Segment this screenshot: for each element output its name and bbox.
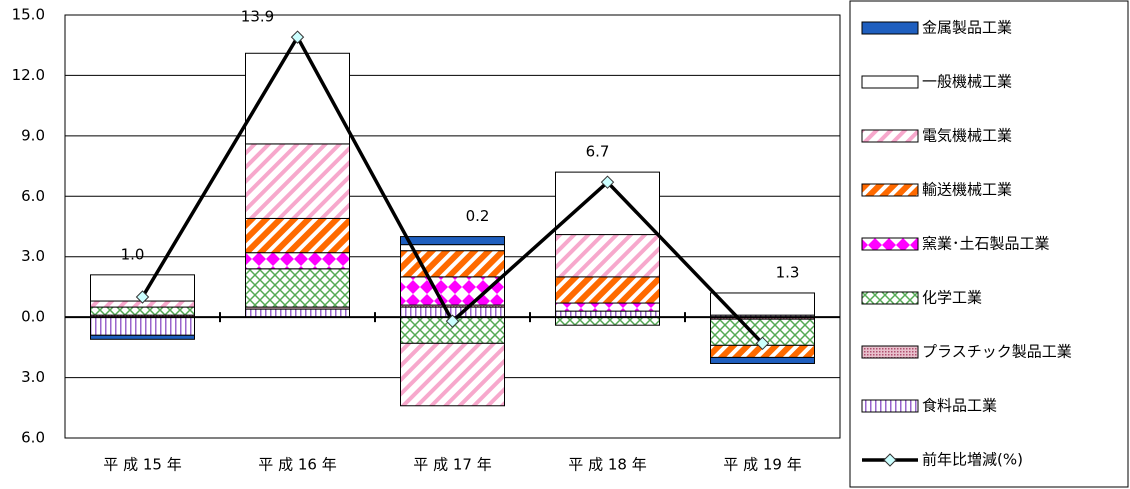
bar-segment bbox=[555, 276, 660, 304]
line-marker bbox=[290, 30, 305, 44]
y-tick-label: 0.0 bbox=[21, 308, 45, 326]
legend-swatch bbox=[861, 21, 919, 35]
bar-segment bbox=[555, 316, 660, 326]
line-marker bbox=[600, 175, 615, 189]
legend-swatch bbox=[861, 75, 919, 89]
y-tick-label: 9.0 bbox=[21, 126, 45, 144]
line-marker bbox=[135, 290, 150, 304]
bar-segment bbox=[400, 342, 505, 407]
data-label: 6.7 bbox=[586, 143, 610, 161]
x-tick-label: 平 成 15 年 bbox=[103, 456, 181, 474]
bar-segment bbox=[245, 217, 350, 254]
x-tick-label: 平 成 18 年 bbox=[568, 456, 646, 474]
y-tick-label: 6.0 bbox=[21, 187, 45, 205]
bar-segment bbox=[245, 252, 350, 270]
x-tick-label: 平 成 17 年 bbox=[413, 456, 491, 474]
legend-swatch bbox=[861, 129, 919, 143]
y-tick-label: 12.0 bbox=[12, 66, 45, 84]
bar-segment bbox=[555, 234, 660, 278]
bar-segment bbox=[90, 306, 195, 316]
bar-segment bbox=[245, 308, 350, 318]
legend-swatch bbox=[861, 183, 919, 197]
x-tick-label: 平 成 16 年 bbox=[258, 456, 336, 474]
data-label: 1.3 bbox=[776, 263, 800, 281]
line-marker bbox=[445, 314, 460, 328]
data-label: 13.9 bbox=[241, 8, 274, 26]
x-tick-label: 平 成 19 年 bbox=[723, 456, 801, 474]
plot-frame bbox=[64, 14, 841, 439]
legend-swatch bbox=[861, 345, 919, 359]
bar-segment bbox=[90, 316, 195, 336]
bar-segment bbox=[245, 268, 350, 308]
bar-segment bbox=[555, 302, 660, 312]
bar-segment bbox=[90, 334, 195, 340]
legend-label: 金属製品工業 bbox=[922, 19, 1012, 37]
data-label: 0.2 bbox=[466, 207, 490, 225]
legend-label: 前年比増減(%) bbox=[922, 451, 1023, 469]
line-marker bbox=[755, 336, 770, 351]
bar-segment bbox=[245, 143, 350, 219]
legend-swatch bbox=[861, 291, 919, 305]
y-tick-label: 3.0 bbox=[21, 247, 45, 265]
y-tick-label: 6.0 bbox=[21, 429, 45, 447]
legend-label: 化学工業 bbox=[922, 289, 982, 307]
legend-label: 電気機械工業 bbox=[922, 127, 1012, 145]
legend-label: 一般機械工業 bbox=[922, 73, 1012, 91]
legend-label: 輸送機械工業 bbox=[922, 181, 1012, 199]
bar-segment bbox=[710, 292, 815, 316]
y-tick-label: 3.0 bbox=[21, 368, 45, 386]
bar-segment bbox=[400, 244, 505, 252]
bar-segment bbox=[710, 356, 815, 364]
legend-label: 食料品工業 bbox=[922, 397, 997, 415]
data-label: 1.0 bbox=[121, 245, 145, 263]
bar-segment bbox=[400, 236, 505, 246]
legend-label: プラスチック製品工業 bbox=[922, 343, 1072, 361]
legend-swatch bbox=[861, 399, 919, 413]
y-tick-label: 15.0 bbox=[12, 6, 45, 24]
legend-marker bbox=[883, 453, 897, 467]
bar-segment bbox=[400, 276, 505, 306]
legend-label: 窯業･土石製品工業 bbox=[922, 235, 1050, 253]
legend-swatch bbox=[861, 237, 919, 251]
